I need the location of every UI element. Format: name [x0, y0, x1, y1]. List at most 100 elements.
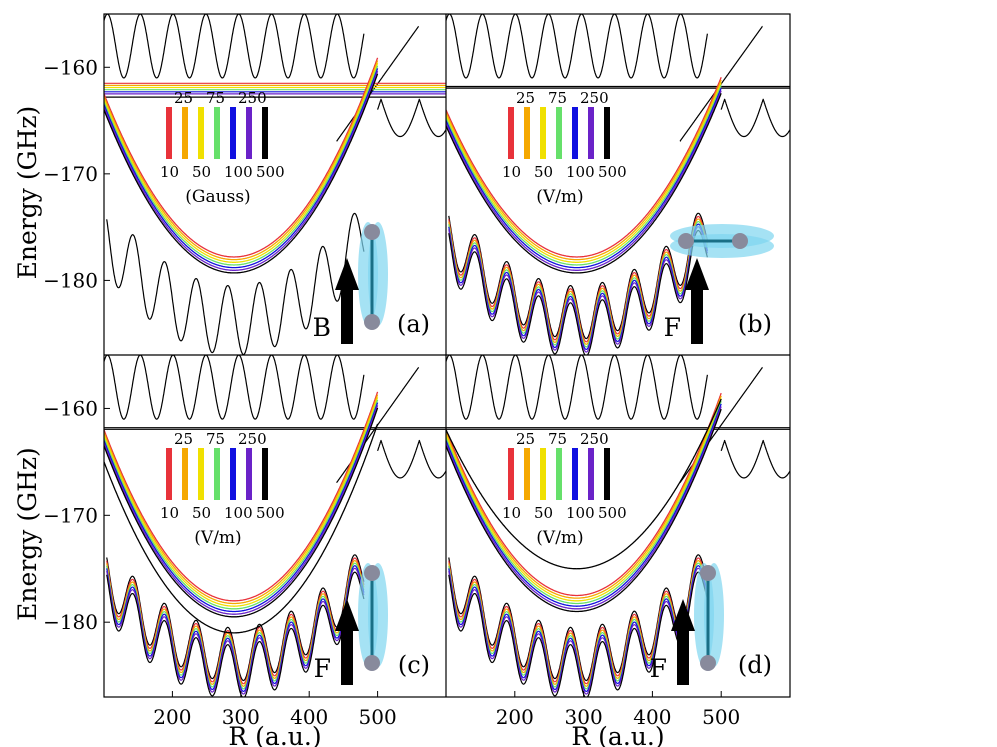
panel-a-molecule: [358, 222, 388, 330]
legend-swatch: [572, 107, 578, 159]
legend-unit: (Gauss): [185, 187, 250, 207]
panel-a-field-label: B: [313, 313, 331, 342]
y-tick-label: −180: [43, 268, 98, 292]
axes-frames: [103, 13, 791, 698]
panel-c-well-curve-7: [104, 407, 379, 618]
panel-d-well-curve-4: [446, 400, 722, 605]
legend-unit: (V/m): [536, 528, 583, 548]
legend-lower-value: 10: [502, 504, 521, 522]
panel-a-well-curve-3: [104, 62, 379, 263]
panel-c-field-label: F: [314, 654, 331, 683]
panel-b-upper-oscillation: [446, 14, 708, 79]
panel-a-tag: (a): [397, 310, 430, 338]
panel-d-well-curve-6: [446, 406, 722, 610]
legend-swatch: [246, 448, 252, 500]
legend-upper-value: 25: [174, 430, 193, 448]
legend-swatch: [604, 107, 610, 159]
panel-a-well-curve-1: [104, 57, 379, 258]
y-tick-label: −170: [43, 503, 98, 527]
panel-b-oscillation-1: [448, 212, 708, 340]
legend-swatch: [588, 448, 594, 500]
panel-d-plot: [446, 355, 790, 697]
legend-lower-value: 500: [256, 504, 285, 522]
panel-d-molecule: [694, 563, 724, 671]
panel-b-well-curve-5: [446, 87, 722, 269]
panel-a-field-arrow-shaft: [341, 286, 353, 344]
panel-b-oscillation-6: [448, 226, 708, 353]
panel-a-oscillation-1: [106, 212, 365, 355]
panel-b-well-curve-6: [446, 90, 722, 271]
y-tick-label: −180: [43, 610, 98, 634]
legend-upper-value: 25: [174, 89, 193, 107]
legend-swatch: [262, 448, 268, 500]
legend-lower-value: 10: [160, 163, 179, 181]
panel-a-well-curve-7: [104, 73, 379, 274]
legend-swatch: [556, 107, 562, 159]
legend-unit: (V/m): [194, 528, 241, 548]
y-tick-label: −160: [43, 396, 98, 420]
y-axis-label: Energy (GHz): [13, 106, 42, 280]
legend-swatch: [230, 448, 236, 500]
legend-swatch: [166, 448, 172, 500]
legend-lower-value: 500: [256, 163, 285, 181]
panel-b-right-bumps: [720, 98, 790, 138]
x-tick-label: 400: [290, 705, 328, 729]
panel-c-well-curve-1: [104, 391, 379, 602]
panel-b-well-curve-4: [446, 85, 722, 266]
legend-swatch: [230, 107, 236, 159]
legend-swatch: [198, 448, 204, 500]
x-tick-label: 300: [565, 705, 603, 729]
panel-c-plot: [104, 355, 446, 697]
legend-swatch: [524, 107, 530, 159]
panel-c-upper-oscillation: [104, 355, 365, 420]
legend-upper-value: 75: [206, 89, 225, 107]
x-tick-label: 500: [702, 705, 740, 729]
panel-d-legend: 25 75 250 10 50 100 500 (V/m): [502, 430, 627, 548]
panel-c-oscillation-7: [106, 571, 365, 697]
panel-a-well-curve-6: [104, 70, 379, 271]
legend-lower-value: 10: [160, 504, 179, 522]
panel-d-tag: (d): [738, 651, 772, 679]
legend-lower-value: 500: [598, 163, 627, 181]
legend-upper-value: 250: [238, 89, 267, 107]
legend-swatch: [604, 448, 610, 500]
panel-c-field-arrow-head: [335, 599, 359, 631]
panel-b-well-curve-1: [446, 77, 722, 258]
panel-d-well-curve-2: [446, 395, 722, 599]
panel-d-field-arrow-head: [671, 599, 695, 631]
legend-lower-value: 50: [192, 163, 211, 181]
panel-b-well-curve-3: [446, 82, 722, 263]
panel-c-legend: 25 75 250 10 50 100 500 (V/m): [160, 430, 285, 548]
legend-swatch: [198, 107, 204, 159]
panel-d-well-curve-1: [446, 392, 722, 597]
legend-upper-value: 75: [206, 430, 225, 448]
panel-b-molecule: [670, 224, 774, 258]
panel-b-field-label: F: [664, 313, 681, 342]
legend-lower-value: 500: [598, 504, 627, 522]
panel-c-well-curve-6: [104, 405, 379, 615]
legend-swatch: [524, 448, 530, 500]
panel-d-well-curve-7: [446, 408, 722, 613]
panel-b-tag: (b): [738, 310, 772, 338]
legend-upper-value: 250: [580, 430, 609, 448]
y-tick-label: −170: [43, 162, 98, 186]
x-tick-label: 200: [496, 705, 534, 729]
x-tick-label: 500: [359, 705, 397, 729]
legend-unit: (V/m): [536, 187, 583, 207]
legend-lower-value: 50: [534, 163, 553, 181]
panel-d-well-curve-3: [446, 398, 722, 602]
legend-lower-value: 100: [566, 163, 595, 181]
panel-a-plot: [104, 14, 446, 355]
legend-swatch: [182, 107, 188, 159]
panel-a-field-arrow-head: [335, 258, 359, 290]
panel-b-oscillation-7: [448, 229, 708, 355]
legend-swatch: [214, 448, 220, 500]
panel-b-field-arrow-head: [685, 258, 709, 290]
panel-c-well-curve-4: [104, 399, 379, 610]
y-axis-label: Energy (GHz): [13, 447, 42, 621]
panel-a-upper-oscillation: [104, 14, 365, 79]
legend-swatch: [588, 107, 594, 159]
legend-lower-value: 100: [566, 504, 595, 522]
panel-d-upper-oscillation: [446, 355, 708, 420]
